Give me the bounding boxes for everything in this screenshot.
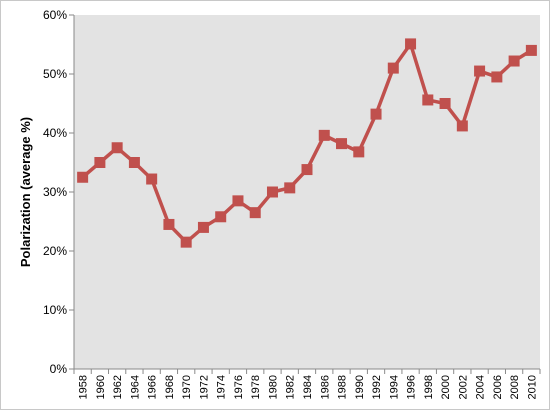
x-tick-label: 1982 <box>285 375 297 399</box>
x-tick-label: 1984 <box>302 375 314 399</box>
data-point <box>474 65 486 77</box>
y-tick-label: 40% <box>43 126 67 140</box>
data-point <box>232 195 244 207</box>
x-tick-label: 1966 <box>147 375 159 399</box>
data-point <box>491 71 503 83</box>
data-point <box>318 129 330 141</box>
x-tick-label: 2004 <box>475 375 487 399</box>
data-point <box>146 173 158 185</box>
data-point <box>163 218 175 230</box>
data-point <box>301 164 313 176</box>
y-tick-label: 60% <box>43 8 67 22</box>
data-point <box>197 221 209 233</box>
x-tick-label: 1968 <box>164 375 176 399</box>
x-tick-label: 1970 <box>181 375 193 399</box>
x-tick-label: 1974 <box>216 375 228 399</box>
x-tick-label: 2000 <box>440 375 452 399</box>
x-tick-label: 1960 <box>95 375 107 399</box>
x-tick-label: 1976 <box>233 375 245 399</box>
y-tick-label: 50% <box>43 67 67 81</box>
data-point <box>336 138 348 150</box>
x-tick-label: 2010 <box>526 375 538 399</box>
data-point <box>405 38 417 50</box>
data-point <box>111 142 123 154</box>
data-point <box>94 157 106 168</box>
data-point <box>387 62 399 74</box>
y-tick-label: 20% <box>43 244 67 258</box>
data-point <box>422 94 434 106</box>
x-tick-label: 1992 <box>371 375 383 399</box>
series-group <box>77 38 537 248</box>
data-point <box>249 207 261 219</box>
data-point <box>353 146 365 158</box>
data-point <box>128 157 140 168</box>
y-axis: 0% 10% 20% 30% 40% 50% 60% <box>43 8 75 376</box>
y-tick-label: 10% <box>43 303 67 317</box>
x-tick-label: 1964 <box>129 375 141 399</box>
x-tick-label: 1986 <box>319 375 331 399</box>
data-point <box>266 186 278 198</box>
x-tick-label: 1988 <box>337 375 349 399</box>
y-axis-title: Polarization (average %) <box>18 117 33 267</box>
x-tick-label: 2008 <box>509 375 521 399</box>
x-tick-label: 1980 <box>267 375 279 399</box>
data-point <box>370 108 382 120</box>
data-point <box>180 236 192 248</box>
y-tick-label: 0% <box>50 362 68 376</box>
y-tick-label: 30% <box>43 185 67 199</box>
data-point <box>456 120 468 132</box>
data-point <box>525 44 537 56</box>
data-point <box>284 182 296 194</box>
x-tick-label: 1978 <box>250 375 262 399</box>
x-tick-label: 1962 <box>112 375 124 399</box>
x-tick-label: 1996 <box>406 375 418 399</box>
data-point <box>508 55 520 67</box>
x-tick-label: 1958 <box>78 375 90 399</box>
x-tick-label: 1972 <box>198 375 210 399</box>
data-point <box>215 211 227 223</box>
x-tick-label: 1994 <box>388 375 400 399</box>
x-tick-label: 2006 <box>492 375 504 399</box>
x-tick-label: 1990 <box>354 375 366 399</box>
x-tick-label: 1998 <box>423 375 435 399</box>
x-axis: 1958 1960 1962 1964 1966 1968 1970 1972 1974 1976… <box>73 368 541 399</box>
data-point <box>77 171 89 183</box>
x-tick-label: 2002 <box>457 375 469 399</box>
data-point <box>439 98 451 109</box>
plot-area <box>74 15 540 369</box>
